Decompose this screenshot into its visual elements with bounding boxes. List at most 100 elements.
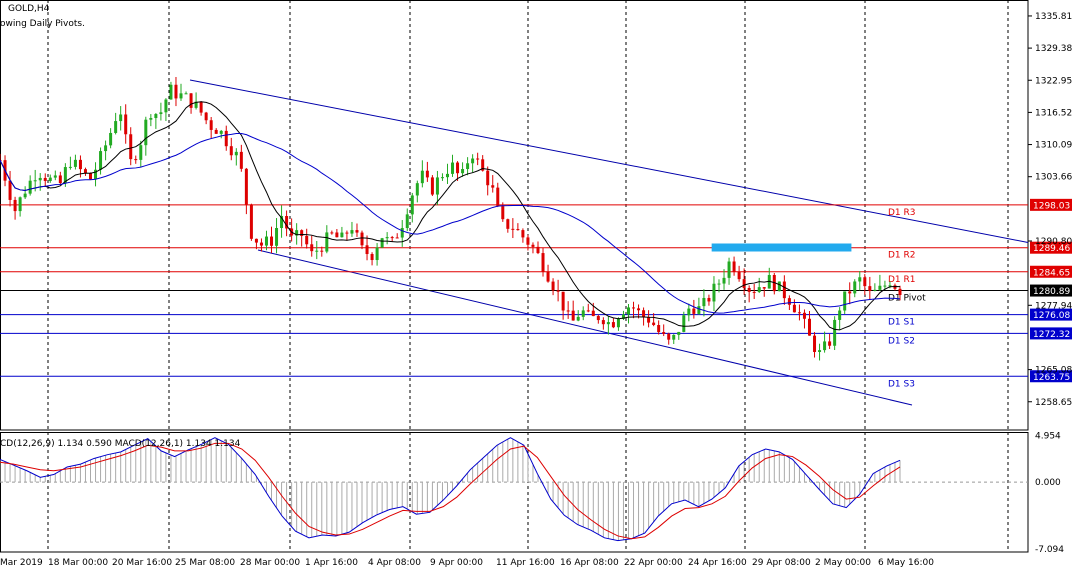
candle-body-52	[259, 242, 263, 246]
candle-body-21	[104, 145, 108, 152]
candle-body-157	[787, 298, 791, 305]
candle-body-61	[305, 235, 309, 245]
candle-body-97	[486, 170, 490, 186]
candle-body-13	[63, 167, 67, 184]
candle-body-167	[838, 310, 842, 320]
candle-body-115	[576, 316, 580, 321]
candle-body-142	[712, 283, 716, 302]
candle-body-121	[606, 322, 610, 325]
candle-body-136	[682, 315, 686, 332]
candle-body-91	[456, 162, 460, 174]
candle-body-146	[732, 261, 736, 272]
candle-body-104	[521, 230, 525, 238]
macd-signal-line	[0, 442, 901, 540]
macd-main-line	[0, 437, 901, 542]
candle-body-152	[762, 287, 766, 289]
candle-body-48	[239, 151, 243, 169]
candle-body-15	[73, 159, 77, 167]
macd-tick-1: 0.000	[1035, 478, 1061, 488]
candle-body-131	[657, 325, 661, 333]
candle-body-147	[737, 271, 741, 280]
candle-body-150	[752, 291, 756, 293]
candle-body-125	[626, 307, 630, 315]
candle-body-119	[596, 316, 600, 321]
candle-body-62	[310, 244, 314, 252]
candle-body-95	[476, 158, 480, 160]
candle-body-164	[823, 341, 827, 351]
candle-body-122	[611, 322, 615, 328]
price-tag-d1-r1: 1284.65	[1033, 268, 1070, 278]
moving-average-fast	[0, 101, 901, 331]
time-label-12: 29 Apr 08:00	[752, 558, 811, 568]
time-label-3: 25 Mar 08:00	[175, 558, 235, 568]
time-label-4: 28 Mar 00:00	[240, 558, 300, 568]
macd-panel	[0, 437, 1028, 542]
candle-body-132	[662, 332, 666, 334]
candle-body-69	[345, 232, 349, 234]
candle-body-82	[410, 195, 414, 215]
time-axis: Mar 2019 18 Mar 00:00 20 Mar 16:00 25 Mar 0…	[0, 558, 934, 568]
time-label-10: 22 Apr 00:00	[624, 558, 683, 568]
level-label-d1-s1: D1 S1	[888, 318, 915, 328]
candle-body-111	[556, 290, 560, 292]
price-tick-6: 1290.80	[1035, 237, 1072, 247]
price-tick-0: 1335.81	[1035, 12, 1072, 22]
candle-body-43	[214, 129, 218, 134]
vertical-grid	[0, 0, 1029, 553]
candle-body-138	[692, 308, 696, 314]
candle-body-176	[883, 285, 887, 287]
candle-body-59	[295, 230, 299, 236]
candle-body-11	[53, 175, 57, 178]
candle-body-161	[807, 318, 811, 336]
candle-body-19	[94, 169, 98, 180]
price-tag-bg-3	[1030, 284, 1072, 297]
candle-body-159	[797, 312, 801, 314]
candle-body-26	[129, 134, 133, 160]
candle-body-66	[330, 232, 334, 234]
candle-body-128	[642, 310, 646, 317]
level-label-d1-s3: D1 S3	[888, 379, 915, 389]
candle-body-106	[531, 244, 535, 247]
level-label-d1-r2: D1 R2	[888, 251, 916, 261]
candle-body-37	[184, 93, 188, 95]
candle-body-148	[742, 279, 746, 288]
candle-body-151	[757, 287, 761, 293]
candle-body-158	[792, 304, 796, 313]
candle-body-165	[828, 341, 832, 346]
candle-body-144	[722, 277, 726, 284]
candle-body-7	[33, 180, 37, 182]
candle-body-88	[440, 177, 444, 179]
candle-body-112	[561, 291, 565, 311]
candle-body-155	[777, 281, 781, 292]
candle-body-20	[99, 151, 103, 170]
candle-body-175	[878, 285, 882, 290]
candle-body-87	[435, 177, 439, 195]
candle-body-127	[637, 308, 641, 311]
candle-body-75	[375, 247, 379, 261]
price-tick-1: 1329.38	[1035, 44, 1072, 54]
candle-body-85	[425, 170, 429, 178]
candle-body-130	[652, 322, 656, 326]
candle-body-65	[325, 232, 329, 252]
candle-body-57	[285, 216, 289, 229]
candle-body-177	[888, 285, 892, 287]
candle-body-178	[893, 285, 897, 289]
macd-label: CD(12,26,9) 1.134 0.590 MACD(12,26,1) 1.…	[0, 439, 241, 449]
time-label-2: 20 Mar 16:00	[112, 558, 172, 568]
channel-lower-line	[257, 249, 913, 406]
price-tick-2: 1322.95	[1035, 76, 1072, 86]
price-tick-7: 1277.94	[1035, 301, 1072, 311]
candle-body-76	[380, 238, 384, 248]
candle-body-81	[405, 214, 409, 229]
candle-body-12	[58, 175, 62, 184]
candle-body-118	[591, 310, 595, 317]
candle-body-51	[254, 238, 258, 243]
time-label-8: 11 Apr 16:00	[496, 558, 555, 568]
candle-body-14	[68, 166, 72, 168]
candle-body-179	[898, 288, 902, 295]
time-label-1: 18 Mar 00:00	[48, 558, 108, 568]
candle-body-94	[471, 158, 475, 164]
candle-body-113	[566, 310, 570, 312]
